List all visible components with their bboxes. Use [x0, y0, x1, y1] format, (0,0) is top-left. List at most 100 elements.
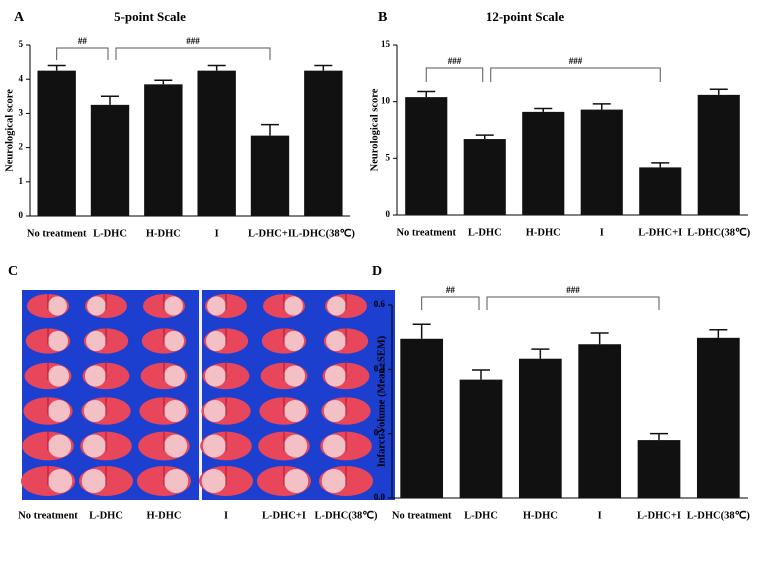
slice-pale [48, 469, 73, 493]
bar [578, 344, 622, 498]
y-tick-label: 5 [19, 39, 24, 49]
x-tick-label: H-DHC [526, 227, 561, 238]
x-tick-label: L-DHC+I [248, 228, 292, 239]
slice-pale [84, 365, 106, 387]
bar [518, 358, 562, 498]
significance-bracket [115, 47, 271, 60]
slice-pale [164, 296, 183, 316]
slice-pale [81, 469, 106, 493]
bar [197, 70, 236, 217]
bar [463, 139, 506, 215]
slice-pale [164, 434, 188, 458]
panel-label: A [14, 10, 25, 25]
bar [697, 94, 740, 215]
significance-bracket [421, 296, 480, 310]
slice-pale [284, 434, 308, 458]
bar [459, 379, 503, 498]
bar [250, 135, 290, 216]
bar [637, 440, 681, 498]
slice-pale [324, 365, 346, 387]
slice-pale [323, 399, 346, 423]
x-tick-label: L-DHC+I [638, 227, 682, 238]
significance-bracket [425, 67, 484, 82]
significance-label: ### [448, 56, 462, 66]
significance-label: ### [569, 56, 583, 66]
bar [639, 167, 682, 215]
error-bar [154, 79, 173, 85]
photo-divider [199, 290, 202, 500]
slice-pale [284, 399, 307, 423]
error-bar [472, 369, 490, 380]
error-bar [417, 90, 436, 98]
error-bar [592, 103, 611, 110]
photo-category-label: H-DHC [147, 510, 182, 521]
slice-pale [207, 296, 226, 316]
error-bar [534, 107, 553, 112]
significance-label: ## [78, 36, 88, 46]
bar [405, 97, 448, 215]
x-tick-label: No treatment [27, 228, 87, 239]
bar [37, 70, 76, 217]
y-tick-label: 0 [19, 210, 24, 220]
slice-pale [284, 469, 309, 493]
y-tick-label: 1 [19, 176, 24, 186]
slice-pale [204, 365, 226, 387]
error-bar [47, 64, 66, 71]
slice-pale [284, 330, 304, 352]
slice-pale [201, 469, 227, 493]
y-tick-label: 0.2 [374, 428, 386, 438]
photo-background [22, 290, 395, 500]
significance-label: ### [186, 36, 200, 46]
slice-pale [83, 399, 106, 423]
significance-bracket [56, 47, 109, 60]
x-tick-label: L-DHC(38℃) [292, 227, 356, 239]
error-bar [314, 64, 333, 71]
error-bar [590, 332, 609, 345]
y-tick-label: 0 [386, 209, 391, 219]
error-bar [651, 162, 670, 168]
slice-pale [48, 296, 67, 316]
photo-category-label: I [224, 510, 228, 521]
error-bar [101, 95, 119, 105]
x-tick-label: H-DHC [146, 228, 181, 239]
x-tick-label: No treatment [392, 510, 452, 521]
slice-pale [164, 469, 189, 493]
bar [304, 70, 343, 217]
photo-category-label: L-DHC [89, 510, 123, 521]
y-tick-label: 0.0 [374, 492, 386, 502]
photo-category-label: L-DHC+I [262, 510, 306, 521]
x-tick-label: I [600, 227, 604, 238]
x-tick-label: I [215, 228, 219, 239]
x-tick-label: H-DHC [523, 510, 558, 521]
chart-title: 12-point Scale [486, 9, 565, 24]
slice-pale [284, 296, 303, 316]
x-tick-label: L-DHC [464, 510, 498, 521]
y-tick-label: 0.6 [374, 299, 386, 309]
y-axis-label: Infarct Volume (Mean±SEM) [376, 335, 387, 467]
slice-pale [321, 469, 346, 493]
error-bar [650, 432, 668, 441]
error-bar [709, 329, 728, 338]
slice-pale [326, 330, 347, 352]
slice-pale [164, 365, 186, 387]
slice-pale [327, 296, 346, 316]
significance-bracket [486, 296, 660, 310]
y-tick-label: 0.4 [374, 363, 386, 373]
y-tick-label: 5 [386, 152, 391, 162]
slice-pale [86, 330, 106, 352]
y-tick-label: 10 [381, 96, 391, 106]
slice-pale [206, 330, 226, 352]
y-tick-label: 2 [19, 142, 24, 152]
slice-pale [82, 434, 106, 458]
x-tick-label: No treatment [396, 227, 456, 238]
error-bar [412, 323, 431, 339]
slice-pale [48, 434, 72, 458]
slice-pale [48, 330, 68, 352]
error-bar [531, 348, 550, 359]
chart-title: 5-point Scale [114, 9, 186, 24]
slice-pale [202, 434, 226, 458]
x-tick-label: L-DHC+I [637, 510, 681, 521]
bar [144, 84, 183, 216]
x-tick-label: L-DHC [468, 227, 502, 238]
